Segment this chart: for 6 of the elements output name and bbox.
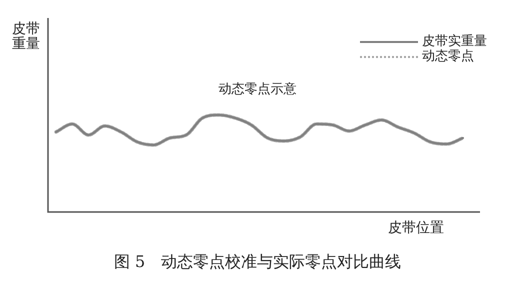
- legend-label: 皮带实重量: [422, 34, 487, 49]
- y-axis-title: 皮带重量: [11, 21, 41, 52]
- x-axis-title: 皮带位置: [388, 219, 444, 237]
- text: 动态零点示意: [218, 81, 298, 98]
- legend-label: 动态零点: [422, 49, 474, 64]
- caption: 图 5 动态零点校准与实际零点对比曲线: [112, 252, 402, 273]
